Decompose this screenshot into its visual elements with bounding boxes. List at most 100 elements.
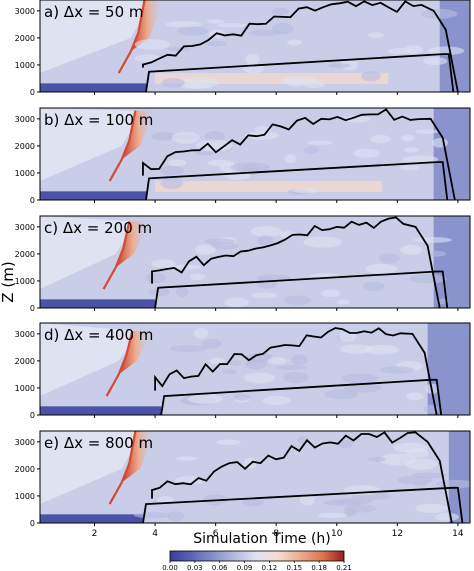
panel-field-1 — [40, 0, 470, 92]
field-blob — [427, 46, 465, 56]
field-blob — [245, 358, 267, 370]
field-blob — [343, 383, 382, 393]
panel-label: b) Δx = 100 m — [44, 111, 153, 129]
field-blob — [341, 115, 371, 123]
colorbar-tick-label: 0.15 — [286, 564, 302, 571]
field-blob — [176, 26, 209, 36]
field-blob — [324, 389, 359, 400]
field-blob — [364, 344, 400, 355]
x-tick-label: 14 — [452, 529, 464, 539]
y-tick-label: 2000 — [15, 250, 35, 259]
field-blob — [409, 274, 447, 284]
panel-field-2 — [40, 108, 470, 200]
field-blob — [151, 259, 176, 268]
late-field — [433, 216, 470, 308]
cloud-top-line — [151, 216, 441, 308]
field-blob — [283, 371, 309, 384]
y-tick-label: 0 — [30, 196, 35, 205]
field-blob — [229, 360, 242, 367]
colorbar: 0.00 0.03 0.06 0.09 0.12 0.15 0.18 0.21 — [162, 550, 352, 571]
colorbar-tick-label: 0.09 — [237, 564, 253, 571]
field-blob — [245, 53, 260, 65]
field-blob — [209, 357, 225, 365]
field-blob — [176, 456, 198, 461]
field-blob — [167, 159, 187, 167]
field-blob — [344, 507, 357, 517]
field-blob — [256, 277, 278, 289]
panel-frame — [39, 215, 471, 309]
y-tick-label: 1000 — [15, 169, 35, 178]
colorbar-tick-label: 0.06 — [212, 564, 228, 571]
field-blob — [337, 299, 350, 305]
field-blob — [339, 331, 357, 342]
y-tick-label: 0 — [30, 519, 35, 528]
field-blob — [406, 392, 424, 401]
field-blob — [207, 19, 224, 24]
field-blob — [411, 472, 447, 479]
cloud-top-line — [154, 327, 438, 415]
y-tick-label: 1000 — [15, 277, 35, 286]
field-blob — [257, 235, 274, 246]
field-blob — [427, 250, 447, 257]
mixed-layer-line — [154, 270, 449, 308]
field-blob — [181, 84, 211, 89]
upper-region — [40, 431, 143, 505]
field-blob — [370, 134, 391, 144]
field-blob — [134, 39, 170, 50]
field-blob — [230, 162, 271, 173]
field-blob — [161, 78, 186, 88]
field-blob — [205, 41, 228, 47]
field-blob — [224, 297, 250, 308]
field-blob — [387, 48, 413, 55]
field-blob — [209, 242, 239, 250]
field-blob — [340, 344, 373, 354]
front-edge — [102, 221, 131, 290]
y-tick-label: 2000 — [15, 142, 35, 151]
panel-1: 0 1000 2000 3000 a) Δx = 50 m — [15, 0, 471, 97]
x-tick-label: 6 — [213, 529, 219, 539]
field-blob — [341, 373, 379, 384]
surface-layer — [40, 191, 146, 200]
upper-region — [40, 216, 137, 290]
cloud-top-line — [151, 431, 453, 523]
field-blob — [250, 226, 282, 237]
field-blob — [148, 288, 170, 297]
panel-frame — [39, 430, 471, 524]
field-blob — [431, 138, 449, 148]
y-tick-label: 0 — [30, 88, 35, 97]
y-tick-label: 2000 — [15, 465, 35, 474]
field-blob — [167, 47, 191, 52]
field-blob — [233, 394, 250, 401]
field-blob — [283, 295, 312, 306]
y-tick-label: 2000 — [15, 357, 35, 366]
cloud-top-line — [142, 0, 459, 92]
field-blob — [244, 372, 275, 384]
field-blob — [216, 439, 241, 445]
field-blob — [275, 365, 307, 370]
field-blob — [160, 177, 184, 190]
y-tick-label: 1000 — [15, 492, 35, 501]
field-blob — [367, 32, 384, 39]
field-blob — [414, 129, 439, 134]
panel-label: e) Δx = 800 m — [44, 434, 153, 452]
field-blob — [413, 236, 452, 243]
surface-layer — [40, 514, 143, 523]
field-blob — [194, 151, 216, 156]
front-streak — [121, 110, 156, 160]
field-blob — [415, 503, 448, 514]
field-blob — [284, 154, 297, 164]
y-tick-label: 0 — [30, 304, 35, 313]
y-tick-label: 0 — [30, 411, 35, 420]
panel-4: 0 1000 2000 3000 d) Δx = 400 m — [15, 322, 471, 420]
field-blob — [367, 456, 386, 462]
colorbar-tick-label: 0.21 — [336, 564, 352, 571]
field-blob — [361, 71, 381, 82]
field-blob — [421, 8, 458, 19]
panel-field-4 — [40, 323, 470, 415]
x-tick-label: 2 — [92, 529, 98, 539]
y-axis-label: Z (m) — [0, 261, 17, 302]
x-tick-label: 4 — [152, 529, 158, 539]
panel-field-5 — [40, 431, 470, 523]
field-blob — [262, 395, 291, 406]
field-blob — [393, 442, 429, 453]
